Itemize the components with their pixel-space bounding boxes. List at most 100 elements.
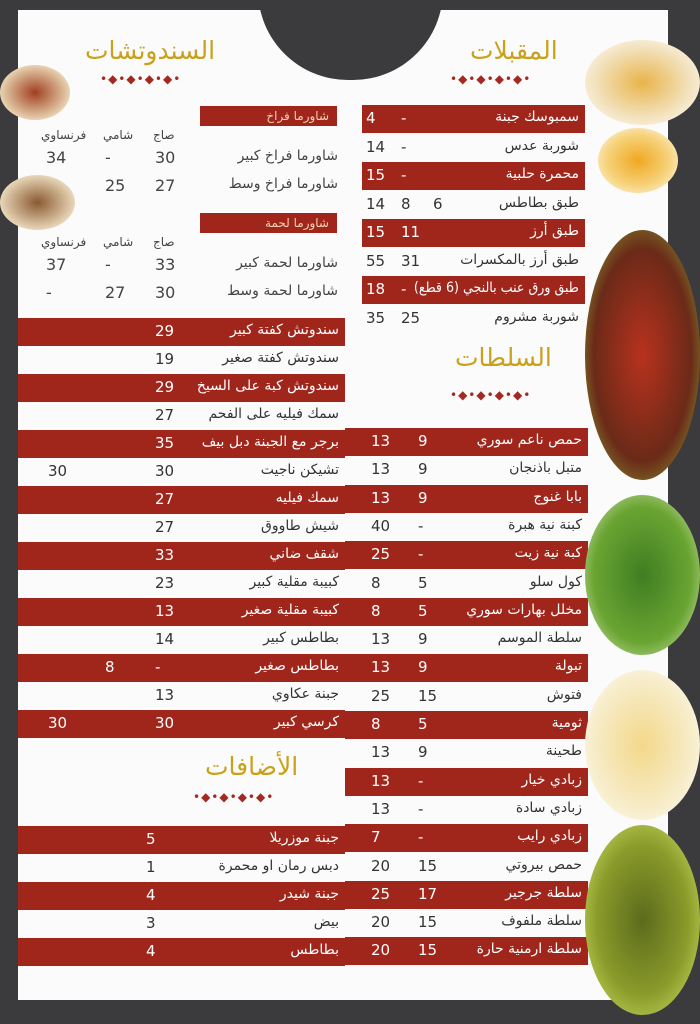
item-price: 15 xyxy=(418,913,438,932)
column-header: شامي xyxy=(103,235,134,249)
menu-row: بابا غنوج 9 13 xyxy=(345,484,588,513)
item-name: بطاطس xyxy=(290,942,339,958)
menu-row: زبادي سادة - 13 xyxy=(345,796,588,824)
top-notch xyxy=(258,0,443,80)
item-name: فتوش xyxy=(546,686,582,703)
menu-row: طبق ورق عنب بالنجي (6 قطع) -18 xyxy=(362,276,585,304)
item-price: 5 xyxy=(146,830,156,848)
item-price: 9 xyxy=(418,743,428,762)
item-price: 9 xyxy=(418,630,428,649)
item-price: - xyxy=(401,137,407,156)
item-price: 8 xyxy=(401,194,411,213)
item-price: 35 xyxy=(155,434,175,452)
menu-row: جبنة عكاوي 13 xyxy=(18,682,345,710)
item-price: 14 xyxy=(366,194,386,213)
item-price: 29 xyxy=(155,378,175,396)
column-header: شامي xyxy=(103,128,134,142)
menu-row: بيض 3 xyxy=(18,910,345,938)
menu-row: شيش طاووق 27 xyxy=(18,514,345,542)
item-name: مخلل بهارات سوري xyxy=(466,601,582,618)
menu-row: بطاطس 4 xyxy=(18,938,345,966)
item-name: تبولة xyxy=(554,658,582,675)
menu-row: بطاطس صغير - 8 xyxy=(18,654,345,682)
item-price: 30 xyxy=(155,462,175,480)
item-name: تشيكن ناجيت xyxy=(260,462,339,478)
item-name: برجر مع الجبنة دبل بيف xyxy=(201,434,339,450)
item-name: شاورما لحمة كبير xyxy=(236,255,338,271)
item-price: 27 xyxy=(155,406,175,424)
item-name: طبق ورق عنب بالنجي (6 قطع) xyxy=(414,280,579,296)
item-price: - xyxy=(418,828,424,847)
item-price: 5 xyxy=(418,573,428,592)
item-price: - xyxy=(418,771,424,790)
item-name: كرسي كبير xyxy=(273,714,339,730)
soup-image xyxy=(598,128,678,193)
menu-row: فتوش 15 25 xyxy=(345,683,588,711)
item-price: 15 xyxy=(366,223,386,241)
menu-row: جبنة شيدر 4 xyxy=(18,882,345,910)
menu-row: شوربة عدس -14 xyxy=(362,134,585,162)
item-price: 15 xyxy=(418,941,438,960)
item-price: 27 xyxy=(155,518,175,536)
item-price: 30 xyxy=(48,714,68,732)
item-name: سندوتش كبة على السيخ xyxy=(196,378,339,394)
sandwiches-title: السندوتشات xyxy=(85,36,216,65)
item-price: 33 xyxy=(155,546,175,564)
item-price: 13 xyxy=(371,658,391,677)
item-price: 20 xyxy=(371,913,391,932)
item-price: - xyxy=(401,166,407,184)
item-name: ثومية xyxy=(551,715,582,731)
item-name: سمك فيليه xyxy=(275,490,339,506)
item-name: سندوتش كفتة كبير xyxy=(229,322,339,338)
menu-row: دبس رمان او محمرة 1 xyxy=(18,854,345,882)
additions-title: الأضافات xyxy=(205,752,299,781)
item-name: زبادي خيار xyxy=(521,771,582,788)
menu-row: شقف ضاني 33 xyxy=(18,542,345,570)
item-price: 31 xyxy=(401,251,421,270)
menu-row: سندوتش كفتة صغير 19 xyxy=(18,346,345,374)
item-price: 7 xyxy=(371,828,381,847)
item-price: 13 xyxy=(371,743,391,762)
item-price: 9 xyxy=(418,488,428,507)
item-name: بطاطس صغير xyxy=(255,658,339,674)
item-price: 11 xyxy=(401,223,421,241)
item-price: 9 xyxy=(418,432,428,450)
item-price: 30 xyxy=(155,714,175,732)
item-price: 25 xyxy=(371,686,391,705)
item-price: 34 xyxy=(46,148,67,167)
item-price: - xyxy=(401,109,407,127)
menu-row: جبنة موزريلا 5 xyxy=(18,826,345,854)
menu-row: سمك فيليه 27 xyxy=(18,486,345,514)
divider-dots: •◆•◆•◆•◆• xyxy=(193,790,275,804)
menu-row: سلطة الموسم 9 13 xyxy=(345,626,588,654)
menu-row: كول سلو 5 8 xyxy=(345,570,588,598)
item-name: طبق أرز xyxy=(530,223,579,239)
item-price: 1 xyxy=(146,858,156,876)
item-name: بابا غنوج xyxy=(533,488,582,505)
item-name: حمص بيروتي xyxy=(505,856,582,873)
item-name: شاورما فراخ وسط xyxy=(228,176,338,192)
shawarma-subheader: شاورما لحمة xyxy=(200,213,337,233)
column-header: صاج xyxy=(153,235,175,249)
item-price: 4 xyxy=(366,109,376,127)
item-name: طبق بطاطس xyxy=(498,194,579,211)
appetizers-title: المقبلات xyxy=(470,36,558,65)
menu-row: طبق أرز 11 15 xyxy=(362,219,585,247)
item-price: 20 xyxy=(371,856,391,875)
item-price: - xyxy=(155,658,161,676)
divider-dots: •◆•◆•◆•◆• xyxy=(450,388,532,402)
kibbeh-image xyxy=(585,230,700,480)
item-price: - xyxy=(105,255,111,274)
item-name: شوربة مشروم xyxy=(494,308,579,325)
item-price: 5 xyxy=(418,601,428,620)
menu-row: برجر مع الجبنة دبل بيف 35 xyxy=(18,430,345,458)
item-price: 9 xyxy=(418,460,428,479)
item-price: 13 xyxy=(155,602,175,620)
menu-row: زبادي خيار - 13 xyxy=(345,767,588,796)
item-name: سلطة جرجير xyxy=(505,884,582,901)
item-price: 27 xyxy=(155,176,176,195)
item-name: طحينة xyxy=(545,743,582,760)
item-price: 8 xyxy=(371,715,381,733)
menu-row: كبة نية زيت - 25 xyxy=(345,541,588,570)
item-price: 30 xyxy=(48,462,68,480)
